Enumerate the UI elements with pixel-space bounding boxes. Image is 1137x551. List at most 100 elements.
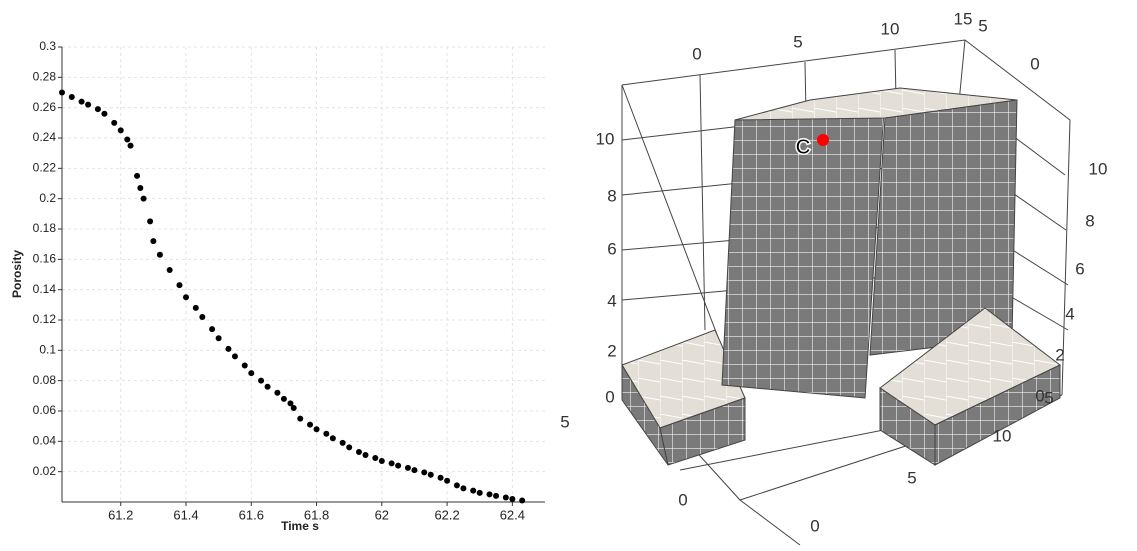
point — [157, 252, 163, 258]
point — [281, 396, 287, 402]
axis3d-label: 5 — [978, 16, 987, 35]
axis3d-label: 10 — [881, 19, 900, 38]
point — [444, 478, 450, 484]
axis3d-label: 10 — [596, 129, 615, 148]
axis3d-label: 0 — [1030, 54, 1039, 73]
probe-point — [817, 134, 829, 146]
point — [232, 353, 238, 359]
point — [274, 390, 280, 396]
axis3d-label: 0 — [678, 490, 687, 509]
axis3d-label: 10 — [1089, 159, 1108, 178]
point — [216, 335, 222, 341]
point — [356, 449, 362, 455]
point — [95, 106, 101, 112]
point — [183, 294, 189, 300]
axis3d-label: 2 — [1055, 345, 1064, 364]
y-tick-label: 0.14 — [33, 282, 57, 296]
axis3d-label: 0 — [605, 387, 614, 406]
point — [124, 137, 130, 143]
y-tick-label: 0.22 — [33, 161, 57, 175]
y-tick-label: 0.16 — [33, 252, 57, 266]
point — [176, 282, 182, 288]
point — [128, 143, 134, 149]
axis3d-label: 5 — [560, 412, 569, 431]
point — [470, 488, 476, 494]
point — [314, 426, 320, 432]
point — [265, 384, 271, 390]
point — [118, 127, 124, 133]
point — [363, 452, 369, 458]
model-view: C — [622, 40, 1070, 545]
point — [460, 485, 466, 491]
x-tick-label: 61.6 — [239, 507, 264, 522]
axis3d-label: 0 — [692, 44, 701, 63]
axis3d-label: 4 — [607, 291, 616, 310]
point — [421, 469, 427, 475]
point — [59, 90, 65, 96]
point — [477, 490, 483, 496]
x-tick-label: 61.8 — [304, 507, 329, 522]
y-tick-label: 0.04 — [33, 434, 57, 448]
axis3d-label: 0 — [810, 516, 819, 535]
y-axis-label: Porosity — [10, 250, 24, 298]
point — [454, 482, 460, 488]
point — [372, 455, 378, 461]
point — [411, 467, 417, 473]
y-tick-label: 0.12 — [33, 312, 57, 326]
axis3d-label: 8 — [1085, 211, 1094, 230]
point — [291, 405, 297, 411]
point — [193, 305, 199, 311]
point — [199, 314, 205, 320]
axis3d-label: 2 — [607, 341, 616, 360]
point — [85, 102, 91, 108]
point — [69, 94, 75, 100]
y-tick-label: 0.28 — [33, 70, 57, 84]
y-tick-label: 0.18 — [33, 221, 57, 235]
point — [323, 431, 329, 437]
point — [487, 491, 493, 497]
point — [297, 416, 303, 422]
point — [438, 475, 444, 481]
figure: Time s Porosity C 0.020.040.060.080.10.1… — [0, 0, 1137, 546]
point — [209, 326, 215, 332]
point — [379, 458, 385, 464]
y-tick-label: 0.02 — [33, 464, 57, 478]
point — [225, 346, 231, 352]
y-tick-label: 0.1 — [39, 343, 56, 357]
point — [141, 196, 147, 202]
point — [389, 460, 395, 466]
point — [307, 422, 313, 428]
axis3d-label: 15 — [954, 9, 973, 28]
axis3d-label: 6 — [607, 239, 616, 258]
x-tick-label: 62.2 — [434, 507, 459, 522]
point — [493, 493, 499, 499]
y-tick-label: 0.2 — [39, 191, 56, 205]
x-tick-label: 62 — [375, 507, 389, 522]
axis3d-label: 6 — [1075, 259, 1084, 278]
point — [405, 465, 411, 471]
y-tick-label: 0.08 — [33, 373, 57, 387]
x-tick-label: 61.2 — [108, 507, 133, 522]
point — [137, 185, 143, 191]
point — [242, 363, 248, 369]
y-tick-label: 0.26 — [33, 100, 57, 114]
point — [428, 472, 434, 478]
x-tick-label: 61.4 — [173, 507, 198, 522]
axis3d-label: 8 — [607, 186, 616, 205]
axis3d-label: 5 — [1044, 388, 1053, 407]
point — [509, 496, 515, 502]
y-tick-label: 0.3 — [39, 39, 56, 53]
y-tick-label: 0.06 — [33, 403, 57, 417]
point — [395, 463, 401, 469]
point — [167, 267, 173, 273]
x-tick-label: 62.4 — [500, 507, 525, 522]
axis3d-label: 10 — [993, 426, 1012, 445]
point — [150, 238, 156, 244]
point — [503, 494, 509, 500]
y-tick-label: 0.24 — [33, 130, 57, 144]
point — [147, 218, 153, 224]
axis3d-label: 5 — [793, 32, 802, 51]
point — [101, 111, 107, 117]
point — [79, 99, 85, 105]
axis3d-label: 4 — [1065, 304, 1074, 323]
